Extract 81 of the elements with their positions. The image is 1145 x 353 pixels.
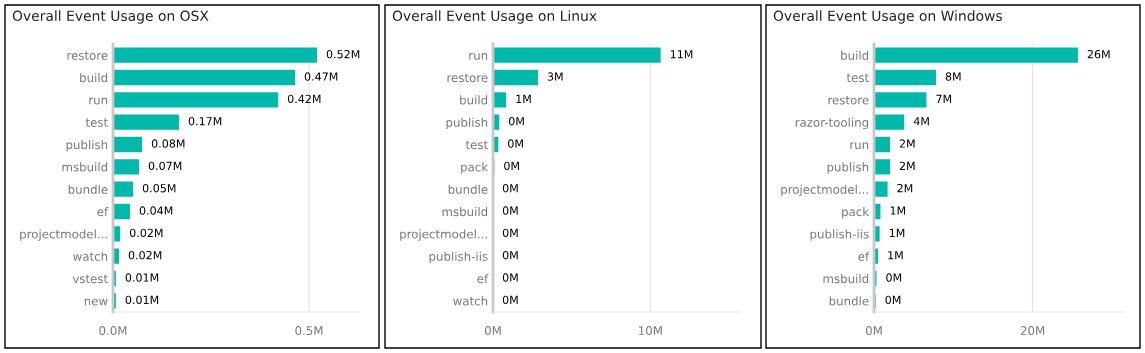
y-tick-label: run xyxy=(469,53,488,60)
data-label: 0M xyxy=(504,161,519,171)
y-tick-label: vstest xyxy=(72,274,108,284)
y-tick-label: build xyxy=(80,73,108,83)
data-label: 0M xyxy=(508,116,524,126)
data-label: 2M xyxy=(897,183,913,193)
data-label: 0.02M xyxy=(129,228,163,238)
data-label: 0.47M xyxy=(304,72,338,81)
data-label: 0.08M xyxy=(151,139,185,148)
data-label: 0M xyxy=(508,139,523,148)
data-label: 7M xyxy=(936,94,952,103)
y-tick-label: msbuild xyxy=(62,162,108,172)
data-label: 0M xyxy=(502,206,518,215)
y-tick-label: msbuild xyxy=(823,274,869,284)
y-tick-label: watch xyxy=(453,296,488,306)
y-tick-label: test xyxy=(465,140,488,150)
y-tick-label: restore xyxy=(828,96,869,105)
y-tick-label: new xyxy=(84,298,108,306)
data-label: 0M xyxy=(885,295,901,305)
y-tick-label: projectmodel... xyxy=(781,184,868,197)
y-tick-label: publish xyxy=(827,162,869,174)
chart-title: Overall Event Usage on Windows xyxy=(773,10,1002,24)
data-label: 0M xyxy=(502,250,518,260)
data-label: 1M xyxy=(888,251,903,260)
data-label: 0.52M xyxy=(326,49,360,59)
y-tick-label: ef xyxy=(477,274,489,284)
x-tick-label: 10M xyxy=(639,326,662,336)
data-label: 3M xyxy=(547,72,563,81)
x-tick-label: 0.0M xyxy=(99,326,127,336)
y-tick-label: publish-iis xyxy=(429,251,488,264)
data-label: 1M xyxy=(889,228,905,237)
data-label: 0M xyxy=(502,228,518,238)
y-tick-label: test xyxy=(85,118,108,127)
y-tick-label: publish xyxy=(446,117,488,130)
chart-title: Overall Event Usage on Linux xyxy=(392,10,597,24)
data-label: 2M xyxy=(899,161,915,170)
y-tick-label: restore xyxy=(447,73,488,83)
x-tick-label: 0M xyxy=(865,326,882,336)
data-label: 11M xyxy=(670,50,693,59)
y-tick-label: razor-tooling xyxy=(795,117,869,130)
x-tick-label: 0.5M xyxy=(295,326,323,336)
y-tick-label: projectmodel... xyxy=(400,229,487,241)
y-tick-label: test xyxy=(846,73,869,83)
data-label: 0.42M xyxy=(287,94,321,104)
y-tick-label: run xyxy=(89,97,108,105)
data-label: 0.07M xyxy=(148,161,182,171)
y-tick-label: projectmodel... xyxy=(20,229,107,241)
y-tick-label: ef xyxy=(858,251,870,261)
data-label: 0.01M xyxy=(125,295,159,305)
data-label: 0.04M xyxy=(139,206,173,215)
data-label: 0M xyxy=(886,273,902,282)
x-tick-label: 20M xyxy=(1020,326,1045,336)
y-tick-label: build xyxy=(460,95,488,105)
data-label: 0M xyxy=(502,295,518,305)
y-tick-label: publish-iis xyxy=(810,229,869,241)
data-label: 2M xyxy=(899,139,915,148)
data-label: 8M xyxy=(945,72,961,81)
data-label: 0.02M xyxy=(128,250,162,260)
data-label: 4M xyxy=(913,117,929,126)
data-label: 1M xyxy=(890,206,906,215)
x-tick-label: 0M xyxy=(484,326,501,336)
y-tick-label: restore xyxy=(67,51,108,60)
y-tick-label: msbuild xyxy=(442,207,488,217)
data-label: 0M xyxy=(502,273,518,282)
y-tick-label: build xyxy=(841,50,869,60)
data-label: 0.05M xyxy=(142,183,176,193)
y-tick-label: bundle xyxy=(829,296,869,306)
y-tick-label: pack xyxy=(842,207,870,219)
y-tick-label: bundle xyxy=(448,184,488,194)
y-tick-label: bundle xyxy=(68,184,108,194)
data-label: 0.17M xyxy=(188,116,222,126)
y-tick-label: watch xyxy=(73,251,108,261)
data-label: 0.01M xyxy=(125,273,159,282)
data-label: 0M xyxy=(502,183,518,193)
y-tick-label: ef xyxy=(97,207,109,217)
y-tick-label: run xyxy=(850,142,869,150)
data-label: 26M xyxy=(1087,49,1110,59)
chart-title: Overall Event Usage on OSX xyxy=(12,10,209,24)
y-tick-label: pack xyxy=(461,162,489,174)
y-tick-label: publish xyxy=(66,140,108,152)
data-label: 1M xyxy=(516,94,531,103)
